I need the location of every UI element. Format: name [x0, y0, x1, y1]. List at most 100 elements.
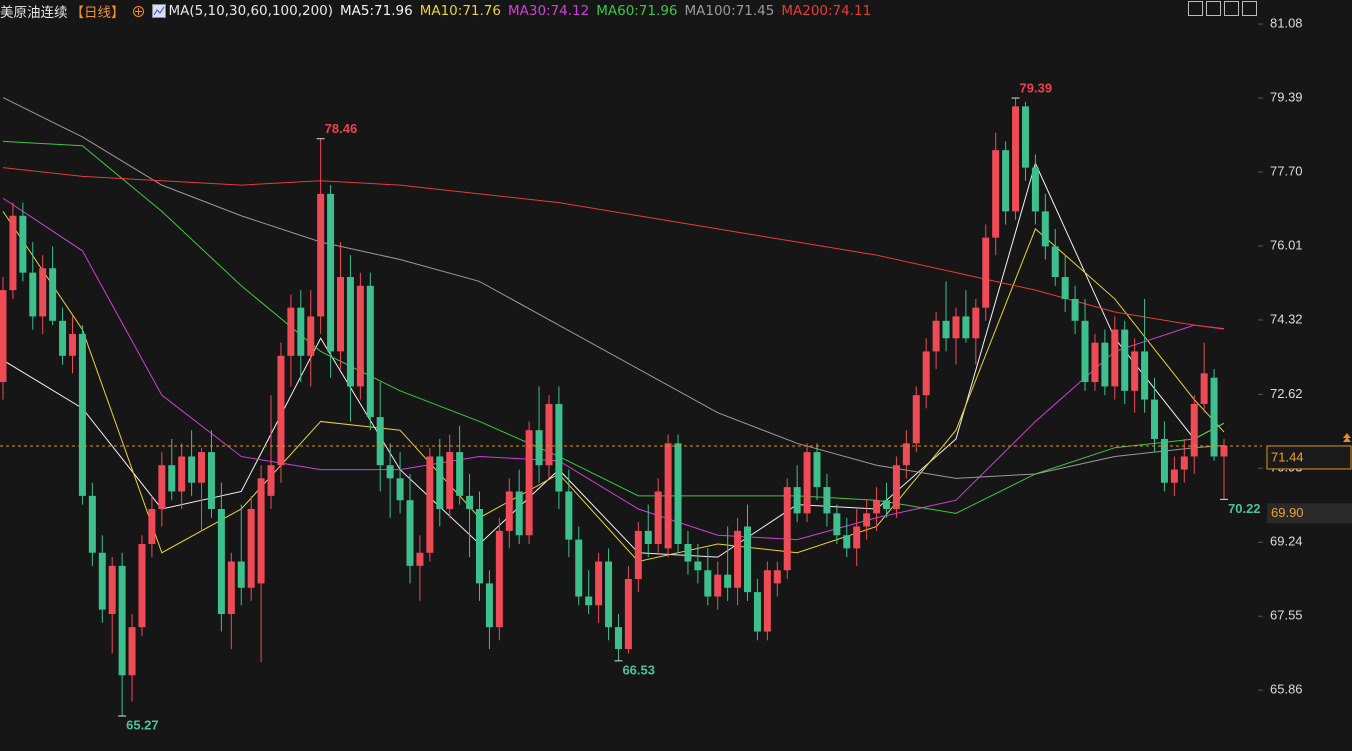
indicator-icon[interactable] — [151, 4, 166, 18]
candle-body — [0, 290, 7, 383]
candle-body — [714, 574, 722, 597]
tool-button[interactable] — [1242, 1, 1257, 16]
tool-button[interactable] — [1224, 1, 1239, 16]
candle-body — [684, 543, 692, 562]
candle-body — [39, 268, 47, 317]
last-price-arrow — [1343, 432, 1351, 442]
candle-body — [1160, 438, 1168, 483]
candle-body — [386, 465, 394, 479]
candle-body — [406, 500, 414, 566]
candle-body — [307, 316, 315, 356]
candle-body — [793, 487, 801, 514]
candle-body — [1101, 342, 1109, 387]
candle-body — [78, 333, 86, 496]
candle-body — [585, 596, 593, 606]
legend-entry[interactable]: MA100:71.45 — [684, 3, 775, 19]
annotation-label: 66.53 — [622, 662, 655, 677]
candle-body — [59, 320, 67, 356]
candle-body — [634, 530, 642, 580]
candle-body — [882, 500, 890, 509]
candle-body — [873, 500, 881, 514]
candle-body — [9, 215, 17, 291]
candle-body — [485, 583, 493, 628]
candle-body — [337, 277, 345, 352]
candle-body — [763, 570, 771, 632]
candle-body — [98, 552, 106, 610]
candle-body — [803, 452, 811, 514]
candle-body — [853, 526, 861, 549]
candle-body — [783, 487, 791, 571]
candle-body — [207, 452, 215, 509]
y-tick-label: 69.24 — [1270, 534, 1303, 549]
candle-body — [952, 316, 960, 339]
ma-line — [2, 197, 1225, 541]
candle-body — [128, 627, 136, 676]
ma-line — [2, 161, 1225, 558]
candle-body — [495, 530, 503, 628]
candle-body — [1141, 351, 1149, 400]
candle-body — [1200, 373, 1208, 404]
candle-body — [1180, 456, 1188, 470]
candle-body — [654, 491, 662, 544]
add-icon[interactable] — [132, 5, 145, 18]
candle-body — [674, 443, 682, 544]
candle-body — [277, 355, 285, 466]
marker-price-box — [1267, 503, 1352, 524]
legend-entry[interactable]: MA200:74.11 — [781, 3, 872, 19]
ma-params[interactable]: MA(5,10,30,60,100,200) — [168, 3, 334, 19]
y-tick-label: 65.86 — [1270, 682, 1303, 697]
candle-body — [376, 417, 384, 466]
candle-body — [217, 508, 225, 615]
candle-body — [178, 456, 186, 492]
candle-body — [1041, 211, 1049, 247]
candle-body — [356, 285, 364, 387]
tool-button[interactable] — [1188, 1, 1203, 16]
annotation-label: 79.39 — [1020, 80, 1053, 95]
candle-body — [1111, 329, 1119, 387]
annotation-label: 78.46 — [325, 121, 358, 136]
candle-body — [267, 465, 275, 496]
candle-body — [1121, 329, 1129, 391]
candle-body — [555, 403, 563, 492]
legend-entry[interactable]: MA5:71.96 — [340, 3, 413, 19]
candle-body — [297, 307, 305, 356]
header: 美原油连续 【日线】 MA(5,10,30,60,100,200) MA5:71… — [0, 1, 1257, 21]
candle-body — [972, 307, 980, 339]
candle-body — [1002, 150, 1010, 212]
candle-body — [962, 316, 970, 339]
ma-line — [2, 97, 1225, 479]
candle-body — [68, 333, 76, 356]
tool-button[interactable] — [1206, 1, 1221, 16]
candle-body — [823, 487, 831, 514]
candle-body — [624, 579, 632, 650]
instrument-title[interactable]: 美原油连续 — [0, 5, 68, 21]
candle-body — [416, 552, 424, 566]
candle-body — [1091, 342, 1099, 383]
candle-body — [1061, 277, 1069, 299]
candle-body — [237, 561, 245, 588]
legend-entry[interactable]: MA30:74.12 — [507, 3, 590, 19]
legend-entry[interactable]: MA60:71.96 — [596, 3, 678, 19]
candle-body — [575, 539, 583, 597]
marker-price-label: 69.90 — [1271, 505, 1304, 520]
candle-body — [188, 456, 196, 483]
candle-body — [148, 508, 156, 544]
period[interactable]: 【日线】 — [70, 5, 125, 21]
candle-body — [912, 395, 920, 444]
candle-body — [168, 465, 176, 492]
legend-entry[interactable]: MA10:71.76 — [419, 3, 501, 19]
candle-body — [1021, 106, 1029, 168]
candle-body — [545, 403, 553, 466]
candle-body — [198, 452, 206, 483]
annotation-label: 70.22 — [1228, 501, 1261, 516]
candle-body — [942, 320, 950, 339]
candle-body — [525, 430, 533, 536]
candle-body — [863, 513, 871, 527]
candle-body — [108, 565, 116, 615]
candle-body — [396, 478, 404, 501]
y-tick-label: 72.62 — [1270, 386, 1303, 401]
candle-body — [1151, 399, 1159, 439]
candle-body — [595, 561, 603, 606]
candle-body — [843, 535, 851, 549]
